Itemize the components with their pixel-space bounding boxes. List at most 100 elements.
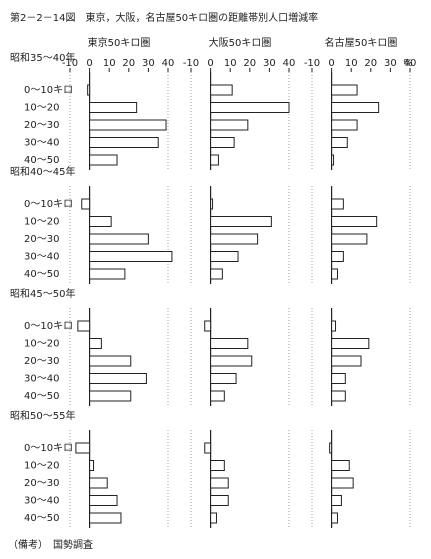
bar	[331, 355, 362, 367]
bar	[331, 512, 338, 524]
bar	[331, 102, 380, 113]
bar	[331, 495, 342, 506]
x-tick-label: 30	[263, 58, 276, 69]
bar	[210, 477, 229, 489]
x-tick-label: 30	[142, 58, 155, 69]
bar	[210, 355, 253, 367]
bar	[89, 119, 167, 131]
x-tick-label: 30	[384, 58, 397, 69]
y-tick-label: 0～10キロ	[24, 321, 73, 332]
bar	[331, 84, 358, 96]
y-tick-label: 20～30	[24, 478, 59, 489]
bar	[331, 320, 337, 332]
x-tick-label: 0	[207, 58, 213, 69]
y-tick-label: 40～50	[24, 513, 59, 524]
bar	[210, 102, 290, 113]
x-tick-label: 0	[86, 58, 92, 69]
bar	[331, 460, 350, 471]
y-tick-label: 40～50	[24, 391, 59, 402]
bar	[89, 373, 147, 384]
bar	[210, 390, 225, 402]
bar	[331, 390, 346, 402]
bar	[329, 442, 333, 454]
bar	[87, 84, 91, 96]
y-tick-label: 0～10キロ	[24, 85, 73, 96]
bar	[75, 442, 91, 454]
bar	[210, 373, 237, 384]
x-tick-label: 10	[345, 58, 358, 69]
x-tick-label: -10	[304, 58, 320, 69]
bar	[89, 216, 112, 227]
bar	[89, 477, 108, 489]
y-tick-label: 40～50	[24, 155, 59, 166]
y-tick-label: 30～40	[24, 252, 59, 263]
x-tick-label: -10	[62, 58, 78, 69]
bar	[210, 495, 229, 506]
y-tick-label: 20～30	[24, 356, 59, 367]
bar	[89, 460, 95, 471]
bar	[89, 154, 118, 166]
y-tick-label: 10～20	[24, 461, 59, 472]
bar	[210, 233, 259, 245]
x-tick-label: 10	[103, 58, 116, 69]
x-tick-label: 0	[328, 58, 334, 69]
x-tick-label: 20	[364, 58, 377, 69]
x-tick-label: -10	[183, 58, 199, 69]
x-tick-label: 20	[243, 58, 256, 69]
panel-title: 東京50キロ圏	[88, 36, 151, 49]
y-tick-label: 10～20	[24, 103, 59, 114]
bar	[89, 233, 149, 245]
bar	[210, 154, 219, 166]
bar	[89, 512, 122, 524]
y-tick-label: 0～10キロ	[24, 443, 73, 454]
y-tick-label: 20～30	[24, 234, 59, 245]
y-tick-label: 10～20	[24, 217, 59, 228]
bar	[210, 119, 249, 131]
x-tick-label: 40	[283, 58, 296, 69]
bar	[210, 512, 217, 524]
y-tick-label: 20～30	[24, 120, 59, 131]
bar	[331, 251, 344, 262]
x-tick-label: 20	[122, 58, 135, 69]
bar	[210, 216, 272, 227]
note: （備考） 国勢調査	[8, 538, 93, 551]
panel-title: 名古屋50キロ圏	[325, 36, 398, 49]
bar	[89, 268, 126, 280]
bar	[331, 154, 335, 166]
y-tick-label: 40～50	[24, 269, 59, 280]
row-title: 昭和35～40年	[10, 51, 75, 64]
row-title: 昭和50～55年	[10, 409, 75, 422]
bar	[331, 268, 338, 280]
panel-title: 大阪50キロ圏	[209, 36, 272, 49]
bar	[89, 355, 132, 367]
bar	[331, 119, 358, 131]
bar	[331, 233, 368, 245]
bar	[204, 442, 212, 454]
bar	[331, 216, 378, 227]
y-tick-label: 30～40	[24, 496, 59, 507]
y-tick-label: 30～40	[24, 138, 59, 149]
row-title: 昭和40～45年	[10, 165, 75, 178]
bar	[89, 495, 118, 506]
bar	[77, 320, 91, 332]
bar	[331, 338, 370, 349]
bar	[331, 137, 348, 148]
chart-title: 第2－2－14図 東京，大阪，名古屋50キロ圏の距離帯別人口増減率	[10, 11, 318, 24]
bar	[81, 198, 91, 210]
bar	[89, 390, 132, 402]
bar	[210, 251, 239, 262]
bar	[89, 137, 159, 148]
y-tick-label: 10～20	[24, 339, 59, 350]
bar	[331, 198, 344, 210]
row-title: 昭和45～50年	[10, 287, 75, 300]
bar	[210, 268, 223, 280]
unit-label: %	[403, 58, 413, 69]
bar	[210, 137, 235, 148]
x-tick-label: 40	[404, 58, 417, 69]
x-tick-label: 10	[224, 58, 237, 69]
bar	[210, 338, 249, 349]
bar	[210, 84, 233, 96]
y-tick-label: 30～40	[24, 374, 59, 385]
x-tick-label: 40	[162, 58, 175, 69]
